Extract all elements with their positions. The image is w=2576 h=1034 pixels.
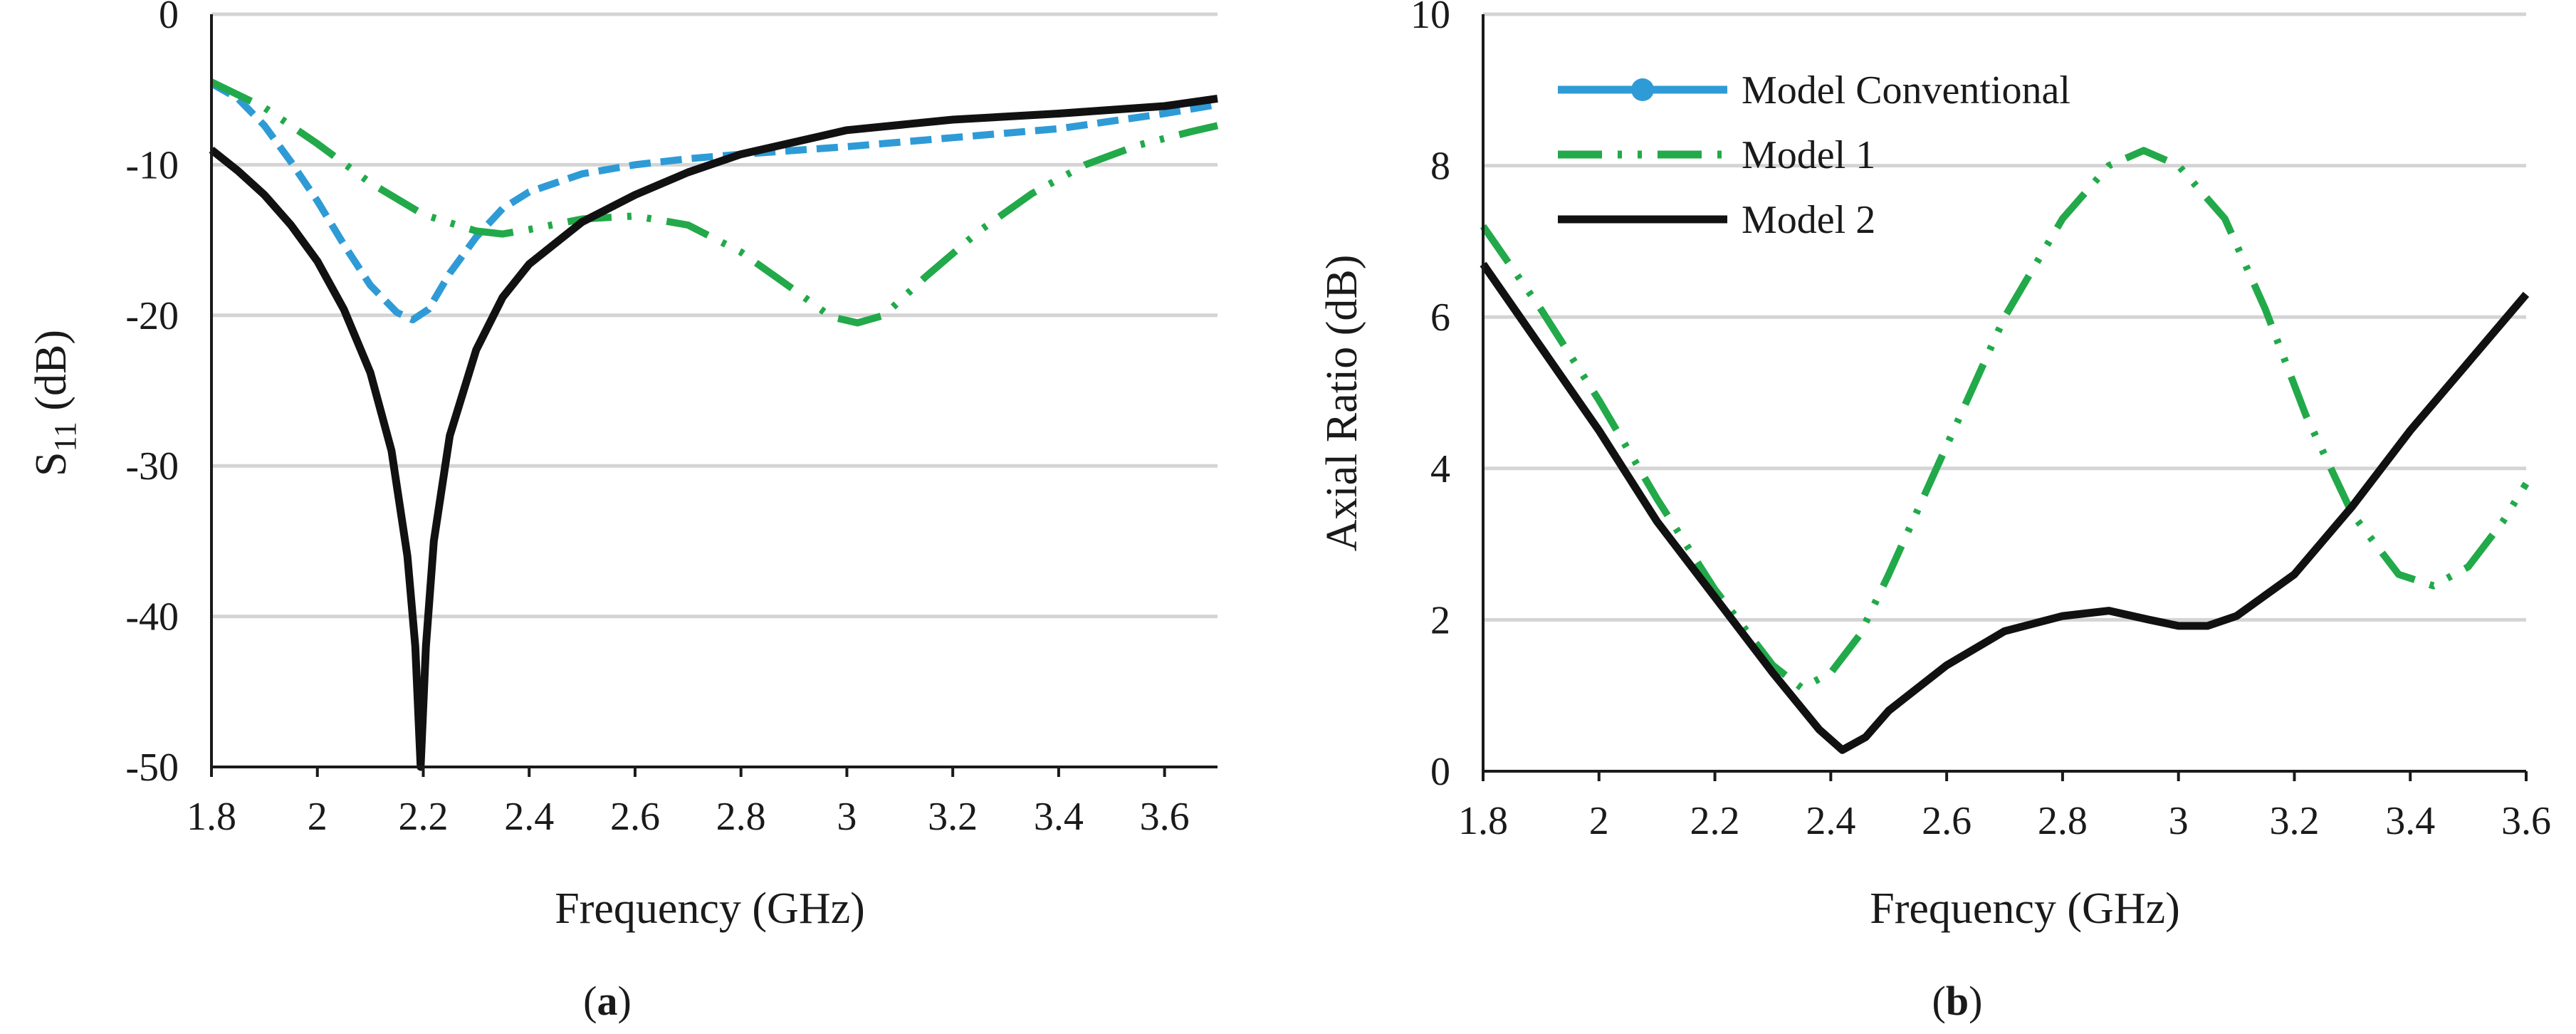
chart-b-x-tick-label: 1.8: [1458, 799, 1508, 843]
chart-a-x-axis-title: Frequency (GHz): [555, 884, 865, 933]
chart-b-x-tick-label: 2.2: [1690, 799, 1740, 843]
chart-b-legend: Model Conventional Model 1 Model 2: [1558, 68, 2070, 242]
chart-a-x-tick-label: 2.8: [716, 795, 766, 839]
chart-a-caption: (a): [583, 978, 632, 1024]
legend-label: Model 2: [1742, 198, 1875, 242]
chart-a-y-axis-title-unit: (dB): [27, 330, 75, 422]
chart-a-y-axis-title-subscript: 11: [48, 422, 83, 451]
chart-b-y-tick-label: 8: [1430, 145, 1450, 189]
chart-a-axes: [210, 14, 1218, 768]
chart-a-y-tick-label: -50: [125, 746, 179, 790]
legend-label: Model 1: [1742, 133, 1875, 177]
chart-b-axes: [1482, 14, 2526, 773]
chart-b-x-axis-title: Frequency (GHz): [1870, 884, 2180, 933]
chart-a-y-tick-label: -10: [125, 143, 179, 187]
chart-b-x-tick-label: 3.4: [2385, 799, 2435, 843]
chart-a-y-tick-label: -30: [125, 444, 179, 489]
legend-marker-model-conventional: [1631, 78, 1654, 101]
chart-a-y-tick-label: -20: [125, 294, 179, 338]
chart-b-y-tick-label: 6: [1430, 296, 1450, 340]
chart-b-x-tick-label: 2: [1589, 799, 1609, 843]
chart-a-x-tick-label: 2.6: [610, 795, 660, 839]
chart-a-x-tick-label: 3.4: [1034, 795, 1084, 839]
chart-a-x-tick-label: 2.2: [398, 795, 448, 839]
chart-b-y-tick-label: 10: [1410, 0, 1450, 37]
chart-b-x-tick-label: 3: [2169, 799, 2189, 843]
chart-b-y-axis-title: Axial Ratio (dB): [1318, 255, 1366, 552]
chart-a-x-tick-label: 3: [837, 795, 857, 839]
chart-b-y-tick-label: 4: [1430, 447, 1450, 491]
legend-label: Model Conventional: [1742, 68, 2070, 113]
chart-b-caption-letter: b: [1946, 978, 1969, 1024]
chart-b-x-tick-label: 2.4: [1806, 799, 1855, 843]
chart-a-series-model-conventional: [209, 80, 1218, 324]
chart-b-x-tick-label: 3.6: [2501, 799, 2551, 843]
chart-a-y-tick-label: 0: [159, 0, 179, 37]
chart-panel-a: 0 -10 -20 -30 -40 -50 1.8 2 2.2 2.4 2.6 2.8 3 3.2 3.4…: [27, 0, 1219, 1024]
chart-a-x-tick-label: 1.8: [187, 795, 236, 839]
chart-b-gridlines: [1483, 12, 2526, 622]
chart-b-y-tick-label: 0: [1430, 750, 1450, 794]
chart-b-caption: (b): [1932, 978, 1983, 1024]
chart-a-x-tick-label: 3.2: [928, 795, 978, 839]
chart-a-x-tick-label: 3.6: [1140, 795, 1190, 839]
chart-a-series-group: [209, 78, 1219, 771]
chart-a-caption-letter: a: [597, 978, 618, 1024]
chart-b-series-group: [1480, 147, 2530, 754]
chart-b-x-tick-label: 2.6: [1922, 799, 1972, 843]
chart-b-x-ticks: 1.8 2 2.2 2.4 2.6 2.8 3 3.2 3.4 3.6: [1458, 771, 2551, 843]
chart-a-x-tick-label: 2.4: [504, 795, 554, 839]
chart-a-y-axis-title-main: S: [27, 452, 75, 476]
chart-b-x-tick-label: 2.8: [2038, 799, 2088, 843]
chart-a-series-model-1: [209, 78, 1219, 327]
chart-a-series-model-2: [209, 94, 1218, 771]
chart-b-series-model-2: [1480, 261, 2530, 754]
chart-b-series-model-1: [1480, 147, 2530, 692]
chart-a-y-tick-label: -40: [125, 595, 179, 639]
chart-a-x-ticks: 1.8 2 2.2 2.4 2.6 2.8 3 3.2 3.4 3.6: [187, 767, 1190, 839]
chart-a-gridlines: [211, 12, 1218, 619]
chart-b-x-tick-label: 3.2: [2269, 799, 2319, 843]
chart-b-y-tick-label: 2: [1430, 598, 1450, 642]
chart-a-y-ticks: 0 -10 -20 -30 -40 -50: [125, 0, 179, 790]
chart-b-y-ticks: 0 2 4 6 8 10: [1410, 0, 1450, 794]
chart-a-y-axis-title: S11 (dB): [27, 330, 83, 476]
chart-a-x-tick-label: 2: [308, 795, 328, 839]
chart-panel-b: 0 2 4 6 8 10 1.8 2 2.2 2.4 2.6 2.8 3 3.2 3.4 3.6 Model…: [1318, 0, 2551, 1024]
